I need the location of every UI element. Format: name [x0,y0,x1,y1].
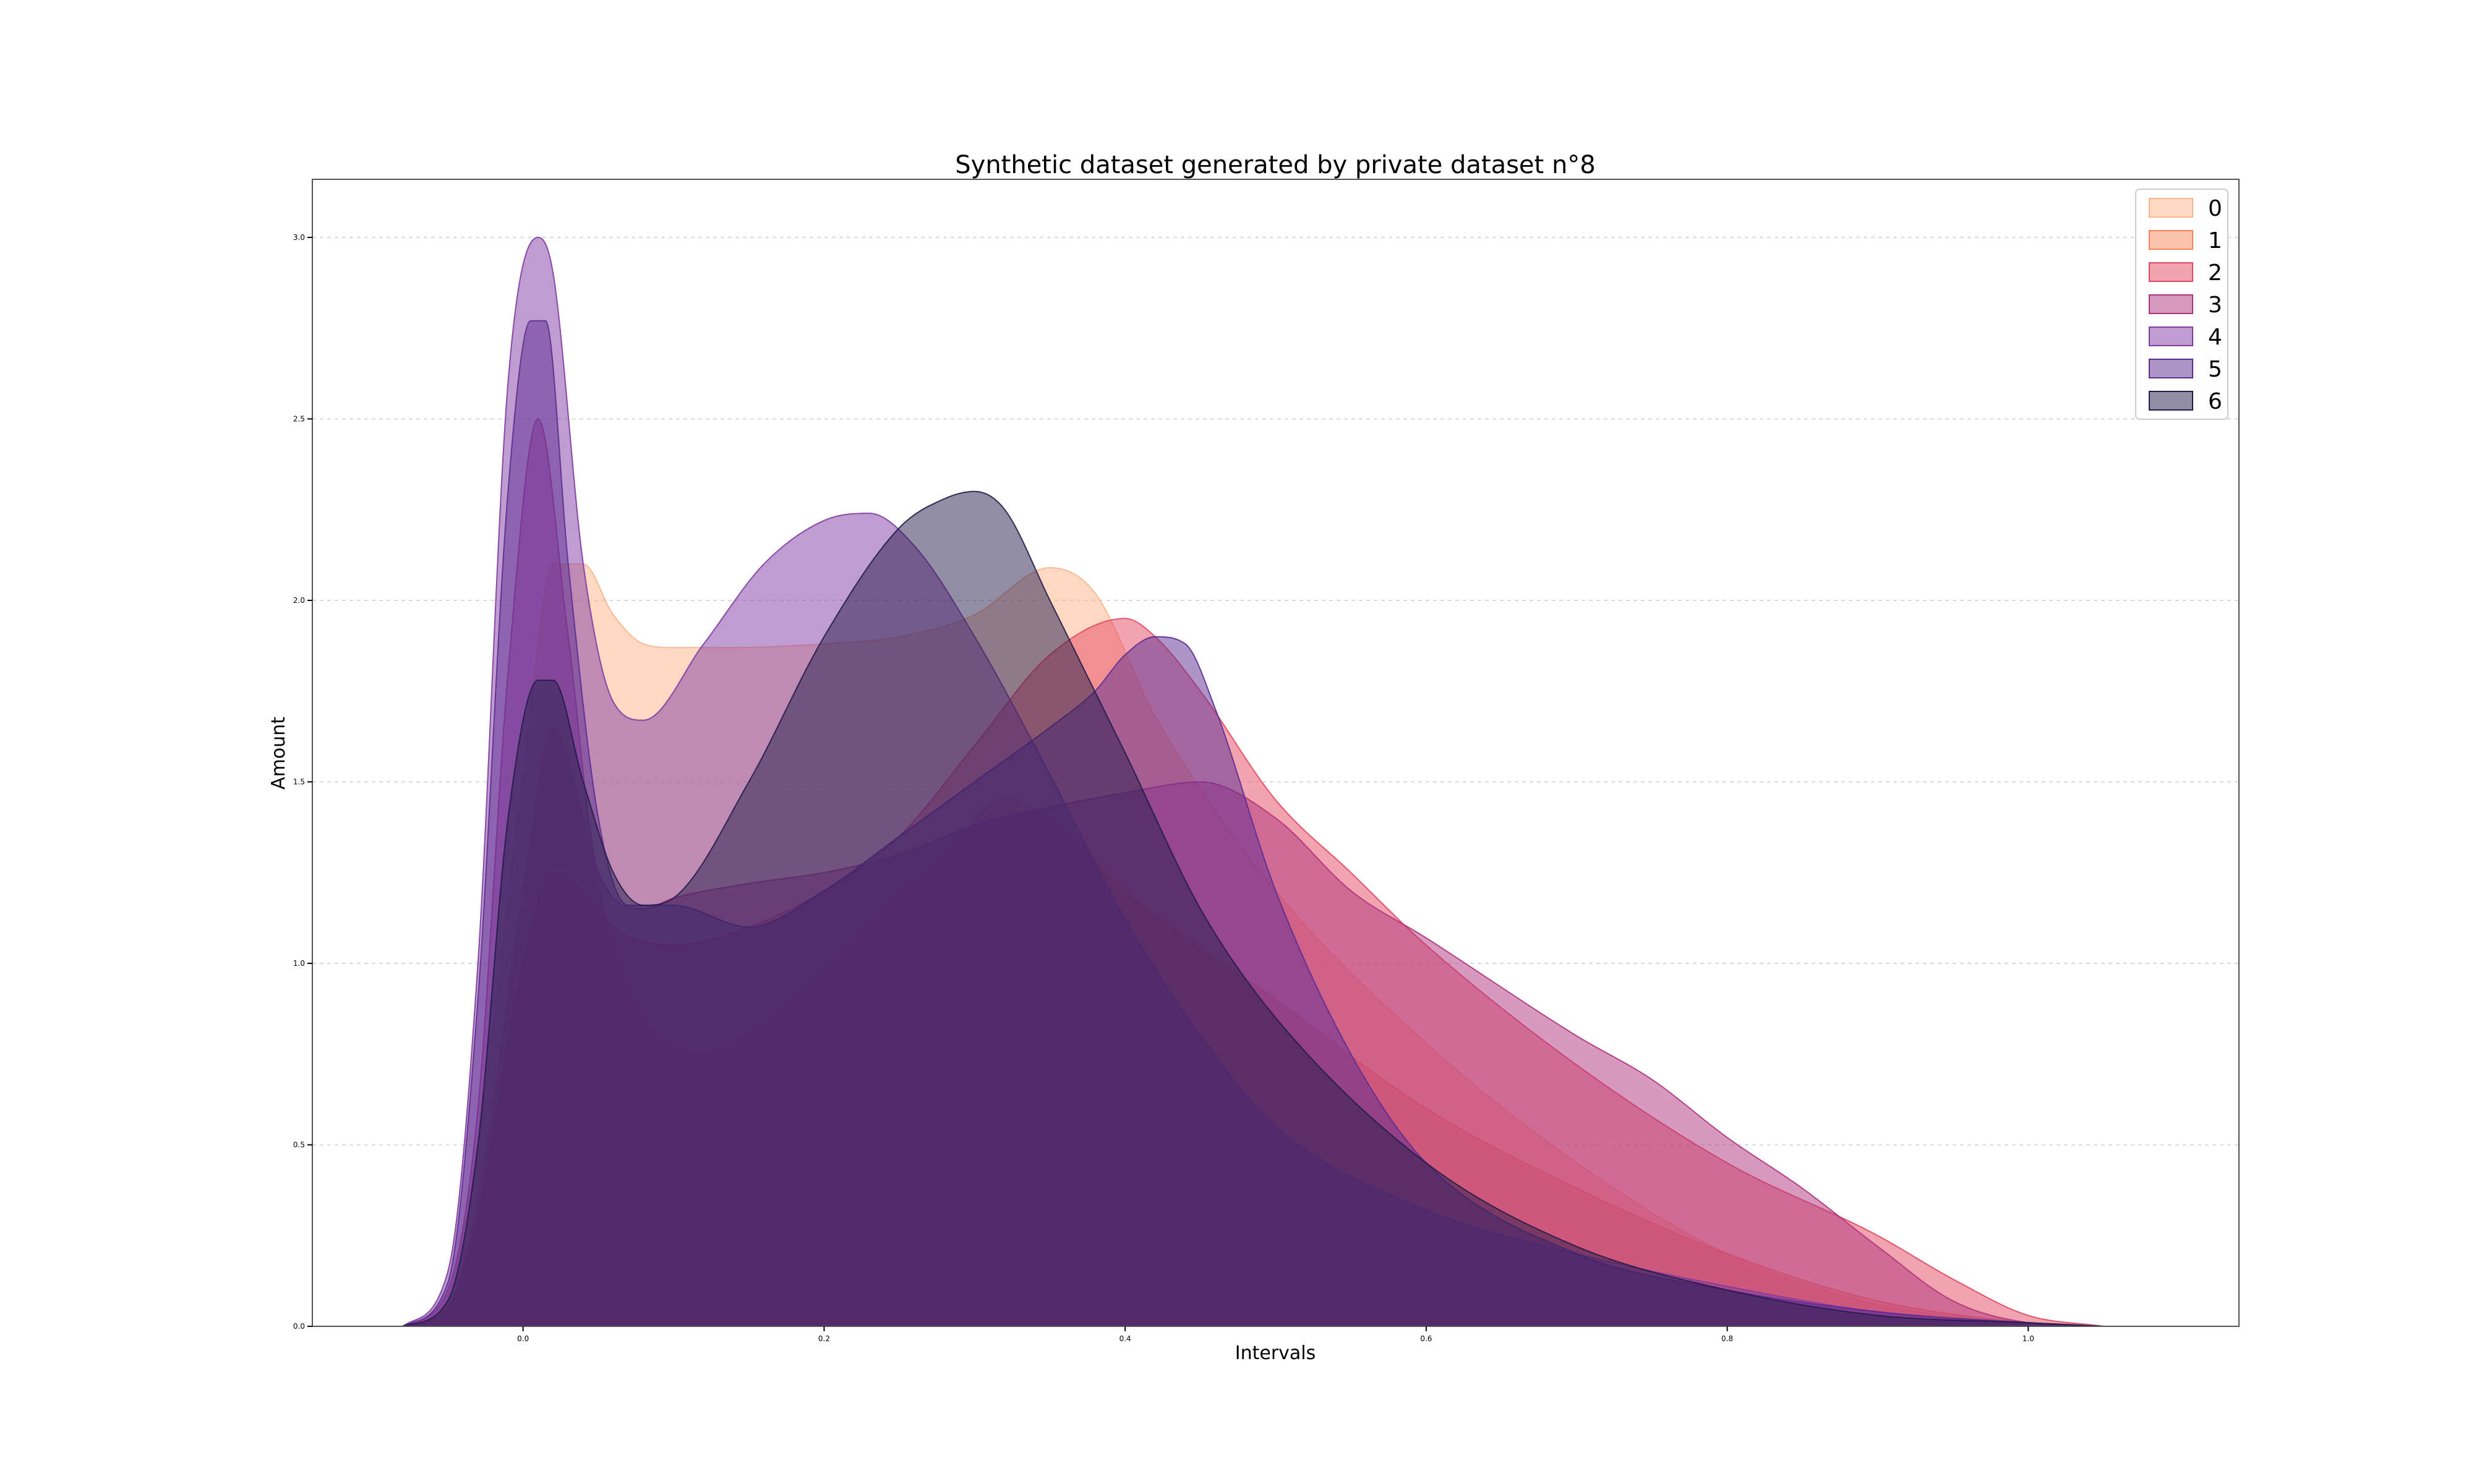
y-tick-label: 1.5 [293,777,305,786]
x-tick-label: 1.0 [2022,1334,2034,1343]
legend: 0 1 2 3 4 5 6 [2135,189,2228,420]
legend-swatch-2 [2149,262,2193,282]
x-axis-label: Intervals [1235,1342,1316,1364]
legend-swatch-4 [2149,326,2193,346]
x-tick-label: 0.0 [517,1334,529,1343]
series-layer [400,236,2104,1327]
legend-label-6: 6 [2208,389,2222,414]
y-tick-label: 2.5 [293,414,305,423]
y-tick-label: 1.0 [293,959,305,968]
legend-label-1: 1 [2208,228,2222,254]
legend-label-0: 0 [2208,196,2222,221]
legend-label-2: 2 [2208,260,2222,286]
y-tick-label: 2.0 [293,596,305,605]
legend-swatch-5 [2149,359,2193,378]
x-tick-label: 0.8 [1721,1334,1733,1343]
y-tick-label: 3.0 [293,233,305,242]
x-tick-label: 0.6 [1420,1334,1432,1343]
series-area-6 [402,490,2104,1327]
axis-ticks: 0.0 0.2 0.4 0.6 0.8 1.0 0.0 0.5 1.0 1.5 2.0 2.5 3.0 [293,233,2034,1343]
legend-swatch-6 [2149,391,2193,411]
plot-frame [312,179,2240,1327]
legend-label-5: 5 [2208,357,2222,382]
x-tick-label: 0.4 [1119,1334,1131,1343]
y-axis-label: Amount [268,717,289,790]
legend-swatch-1 [2149,230,2193,250]
legend-swatch-0 [2149,198,2193,218]
y-tick-label: 0.0 [293,1322,305,1331]
y-tick-label: 0.5 [293,1140,305,1149]
legend-swatch-3 [2149,294,2193,314]
x-tick-label: 0.2 [818,1334,830,1343]
legend-label-4: 4 [2208,325,2222,350]
chart-title: Synthetic dataset generated by private d… [955,151,1596,179]
legend-label-3: 3 [2208,292,2222,318]
